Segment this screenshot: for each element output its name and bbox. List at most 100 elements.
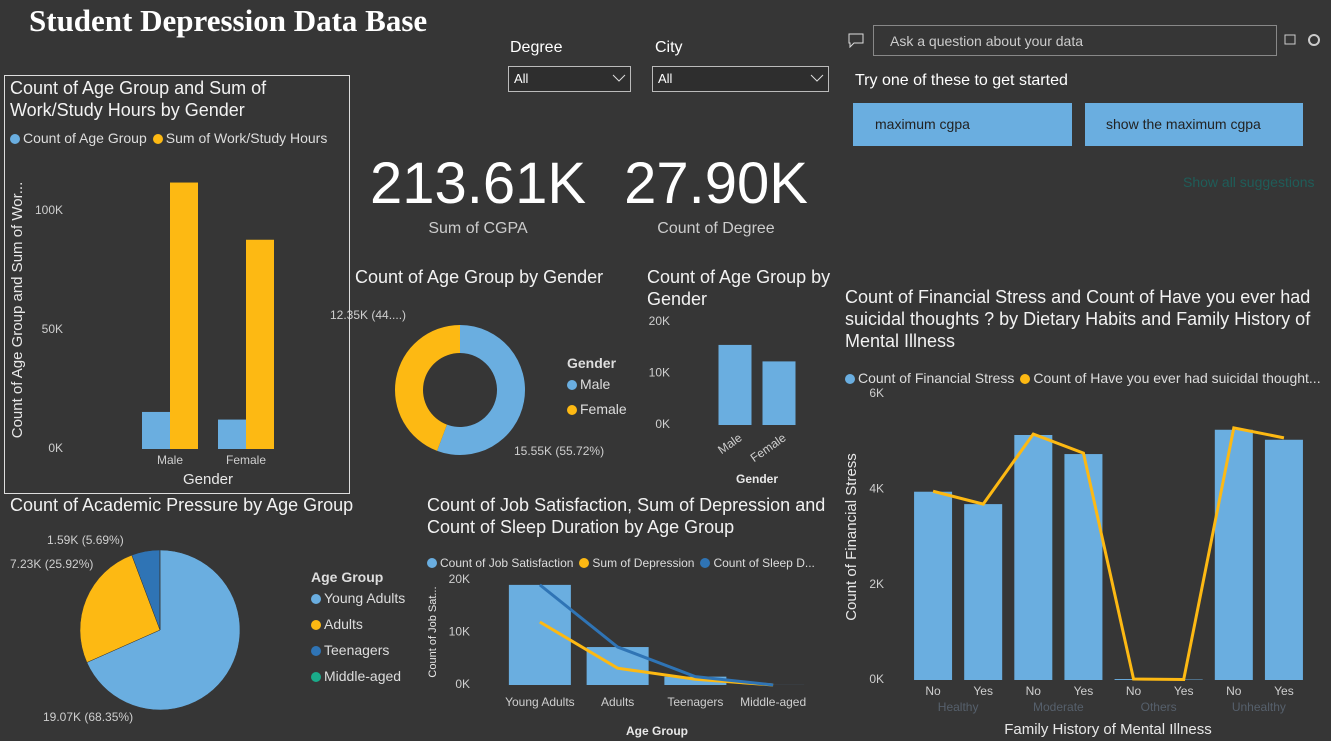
legend-item: Teenagers: [311, 642, 389, 658]
slicer-label: City: [655, 39, 683, 56]
pie-slice: [79, 554, 161, 663]
bar: [762, 361, 796, 425]
card-label: Count of Degree: [657, 220, 775, 237]
data-label: 19.07K (68.35%): [43, 710, 133, 724]
y-axis-title: Count of Job Sat...: [427, 586, 439, 677]
slicer-value: All: [514, 71, 529, 86]
legend-swatch: [427, 558, 437, 568]
page-title: Student Depression Data Base: [29, 3, 428, 38]
visual-frame: [4, 75, 350, 494]
x-axis-title: Age Group: [626, 724, 688, 738]
legend-label: Count of Have you ever had suicidal thou…: [1033, 370, 1321, 386]
data-label: 1.59K (5.69%): [47, 533, 124, 547]
y-tick-label: 0K: [655, 417, 670, 431]
legend-label: Count of Financial Stress: [858, 370, 1015, 386]
x-tick-label: Yes: [1174, 684, 1194, 698]
legend-item: Middle-aged: [311, 668, 401, 684]
chevron: [810, 74, 824, 82]
legend: Adults: [311, 616, 363, 632]
x-group-label: Healthy: [938, 700, 979, 714]
legend-item: Female: [567, 401, 627, 417]
x-tick-label: No: [1026, 684, 1042, 698]
y-axis-title: Count of Age Group and Sum of Wor...: [9, 182, 26, 439]
y-tick-label: 100K: [35, 203, 63, 217]
x-tick-label: Female: [226, 453, 266, 467]
legend-item: Sum of Depression: [579, 556, 694, 570]
y-tick-label: 2K: [869, 577, 884, 591]
line: [538, 583, 774, 687]
card-value: 27.90K: [624, 151, 808, 216]
legend-item: Count of Job Satisfaction: [427, 556, 573, 570]
y-tick-label: 20K: [449, 572, 470, 586]
legend-label: Count of Job Satisfaction: [440, 556, 574, 570]
chart-title: Count of Age Group and Sum of Work/Study…: [10, 78, 267, 120]
x-tick-label: Teenagers: [667, 695, 723, 709]
card-label: Sum of CGPA: [428, 220, 528, 237]
legend-swatch: [567, 405, 577, 415]
chat-icon: [848, 33, 864, 48]
qna-prompt: Try one of these to get started: [855, 72, 1068, 89]
legend-item: Adults: [311, 616, 363, 632]
y-tick-label: 4K: [869, 482, 884, 496]
x-group-label: Others: [1141, 700, 1177, 714]
y-tick-label: 0K: [48, 441, 63, 455]
bar: [1064, 454, 1103, 680]
x-group-label: Unhealthy: [1232, 700, 1286, 714]
legend-swatch: [311, 672, 321, 682]
legend-swatch: [10, 134, 20, 144]
bar: [1014, 434, 1053, 680]
x-tick-label: Young Adults: [505, 695, 575, 709]
legend-label: Female: [580, 401, 627, 417]
legend-item: Count of Have you ever had suicidal thou…: [1020, 370, 1321, 386]
legend: Young Adults: [311, 590, 405, 606]
x-tick-label: Yes: [1074, 684, 1094, 698]
chevron: [612, 74, 626, 82]
x-axis-title: Gender: [736, 472, 778, 486]
bar: [964, 504, 1003, 680]
legend-swatch: [845, 374, 855, 384]
legend-label: Sum of Depression: [592, 556, 695, 570]
qna-placeholder: Ask a question about your data: [890, 33, 1084, 49]
slicer-dropdown[interactable]: All: [652, 66, 829, 92]
x-axis-title: Family History of Mental Illness: [1004, 721, 1212, 738]
show-all-link[interactable]: Show all suggestions: [1183, 174, 1315, 190]
legend-label: Middle-aged: [324, 668, 402, 684]
bar: [586, 647, 649, 685]
legend: Female: [567, 401, 627, 417]
legend-label: Adults: [324, 616, 363, 632]
legend-swatch: [700, 558, 711, 568]
bar: [246, 239, 274, 449]
legend-swatch: [579, 558, 590, 568]
legend: Count of Age Group Sum of Work/Study Hour…: [10, 130, 333, 146]
legend-swatch: [311, 620, 321, 630]
y-tick-label: 0K: [869, 672, 884, 686]
slicer-value: All: [658, 71, 673, 86]
y-axis-title: Count of Financial Stress: [843, 453, 860, 621]
legend-item: Male: [567, 376, 610, 392]
qna-input[interactable]: Ask a question about your data: [873, 25, 1277, 56]
legend-swatch: [1020, 374, 1031, 384]
legend-swatch: [311, 594, 321, 604]
bar: [718, 344, 752, 425]
suggestion-button[interactable]: show the maximum cgpa: [1085, 103, 1303, 146]
legend-label: Count of Age Group: [23, 130, 147, 146]
legend-title: Gender: [567, 355, 617, 371]
x-tick-label: Yes: [973, 684, 993, 698]
x-tick-label: Adults: [601, 695, 634, 709]
legend-item: Sum of Work/Study Hours: [152, 130, 327, 146]
legend-label: Male: [580, 376, 611, 392]
qna-tools[interactable]: [1283, 32, 1323, 48]
legend: Count of Job Satisfaction Sum of Depressi…: [427, 556, 821, 570]
chart-title: Count of Job Satisfaction, Sum of Depres…: [427, 495, 826, 537]
legend-label: Count of Sleep D...: [713, 556, 815, 570]
legend-swatch: [152, 134, 163, 144]
suggestion-button[interactable]: maximum cgpa: [853, 103, 1072, 146]
chart-title: Count of Age Group by Gender: [647, 267, 831, 309]
legend-item: Count of Financial Stress: [845, 370, 1014, 386]
x-tick-label: No: [925, 684, 941, 698]
bar: [914, 491, 953, 680]
legend-label: Teenagers: [324, 642, 390, 658]
slicer-dropdown[interactable]: All: [508, 66, 631, 92]
